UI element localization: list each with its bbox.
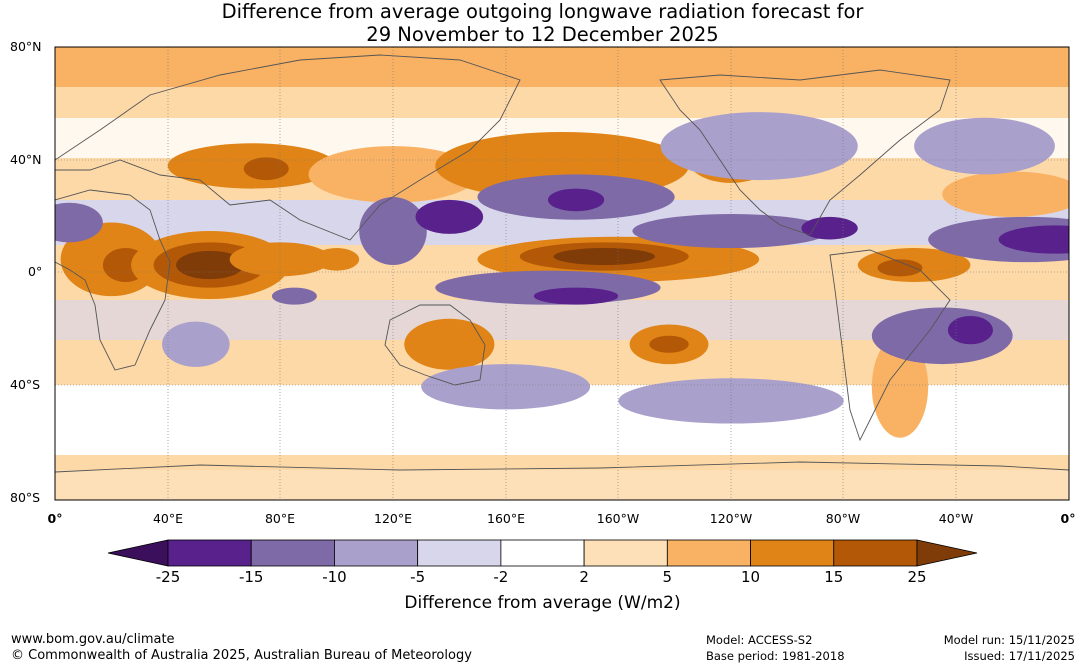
colorbar-segment: [334, 539, 419, 567]
anomaly-region: [547, 188, 605, 212]
colorbar-label: Difference from average (W/m2): [404, 593, 681, 613]
anomaly-region: [942, 171, 1069, 217]
anomaly-region: [55, 202, 103, 243]
lon-label-80w: 80°W: [825, 511, 861, 526]
footer-copyright: © Commonwealth of Australia 2025, Austra…: [11, 648, 472, 663]
colorbar-segment: [250, 539, 335, 567]
anomaly-region: [243, 157, 289, 181]
lat-label-80n: 80°N: [10, 39, 42, 54]
band-antarctic: [55, 470, 1069, 500]
anomaly-region: [553, 248, 655, 266]
anomaly-region: [618, 378, 844, 424]
anomaly-region: [271, 287, 317, 305]
coast-australia: [384, 304, 486, 386]
colorbar-segment: [666, 539, 751, 567]
lon-label-40w: 40°W: [938, 511, 974, 526]
lon-label-40e: 40°E: [152, 511, 184, 526]
coast-south-america: [829, 249, 951, 442]
colorbar-tick-label: -25: [155, 568, 181, 586]
lat-label-40s: 40°S: [10, 377, 41, 392]
title-line-2: 29 November to 12 December 2025: [366, 23, 719, 46]
anomaly-region: [308, 146, 478, 203]
colorbar-segments: [107, 539, 978, 567]
anomaly-region: [877, 259, 923, 277]
lon-label-80e: 80°E: [264, 511, 296, 526]
colorbar-tick-label: 10: [741, 568, 761, 586]
anomaly-layer: [55, 112, 1069, 438]
colorbar-segment: [833, 539, 918, 567]
coast-africa: [55, 189, 171, 371]
colorbar-segment: [500, 539, 585, 567]
band-arctic: [55, 47, 1069, 87]
colorbar-tick-label: -10: [322, 568, 347, 586]
colorbar-tick-label: -5: [410, 568, 426, 586]
anomaly-region: [404, 318, 495, 370]
colorbar-segment: [750, 539, 835, 567]
anomaly-region: [632, 214, 830, 249]
footer-base-period: Base period: 1981-2018: [706, 649, 845, 663]
colorbar-extend-low: [107, 539, 169, 567]
anomaly-region: [162, 321, 230, 367]
footer-url[interactable]: www.bom.gov.au/climate: [11, 632, 175, 647]
colorbar-tick-label: 5: [662, 568, 673, 586]
title-line-1: Difference from average outgoing longwav…: [221, 0, 864, 23]
anomaly-region: [660, 112, 858, 181]
anomaly-region: [229, 242, 332, 277]
colorbar-tick-label: 2: [579, 568, 589, 586]
colorbar-segment: [583, 539, 668, 567]
coastlines: [55, 54, 1069, 473]
coast-antarctica: [55, 461, 1069, 473]
colorbar-tick-label: -15: [238, 568, 264, 586]
lat-label-40n: 40°N: [10, 152, 42, 167]
map-frame: [54, 46, 1070, 501]
anomaly-region: [998, 225, 1069, 254]
anomaly-region: [947, 315, 993, 345]
colorbar-extend-high: [916, 539, 978, 567]
colorbar-segment: [167, 539, 252, 567]
footer-model: Model: ACCESS-S2: [706, 633, 813, 647]
anomaly-region: [359, 197, 427, 266]
chart-title: Difference from average outgoing longwav…: [0, 0, 1085, 46]
lat-label-0: 0°: [28, 264, 43, 279]
colorbar-segment: [417, 539, 502, 567]
lat-label-80s: 80°S: [10, 490, 41, 505]
anomaly-region: [415, 199, 484, 234]
anomaly-region: [314, 248, 360, 271]
colorbar-tick-label: 15: [824, 568, 844, 586]
footer-issued: Issued: 17/11/2025: [964, 649, 1075, 663]
anomaly-region: [533, 287, 619, 305]
lon-label-120e: 120°E: [373, 511, 413, 526]
colorbar-tick-label: -2: [493, 568, 509, 586]
lon-label-160w: 160°W: [596, 511, 640, 526]
coast-europe-asia: [55, 54, 521, 241]
lon-label-0-right: 0°: [1060, 511, 1076, 526]
anomaly-region: [421, 364, 591, 410]
lon-label-120w: 120°W: [709, 511, 753, 526]
lon-label-160e: 160°E: [486, 511, 526, 526]
graticule: [55, 47, 1069, 500]
colorbar-tick-label: 25: [907, 568, 927, 586]
coast-north-america: [659, 69, 951, 236]
anomaly-region: [801, 216, 858, 240]
anomaly-region: [649, 335, 689, 353]
footer-model-run: Model run: 15/11/2025: [943, 633, 1075, 647]
lon-label-0-left: 0°: [47, 511, 63, 526]
map-area: [55, 47, 1069, 500]
